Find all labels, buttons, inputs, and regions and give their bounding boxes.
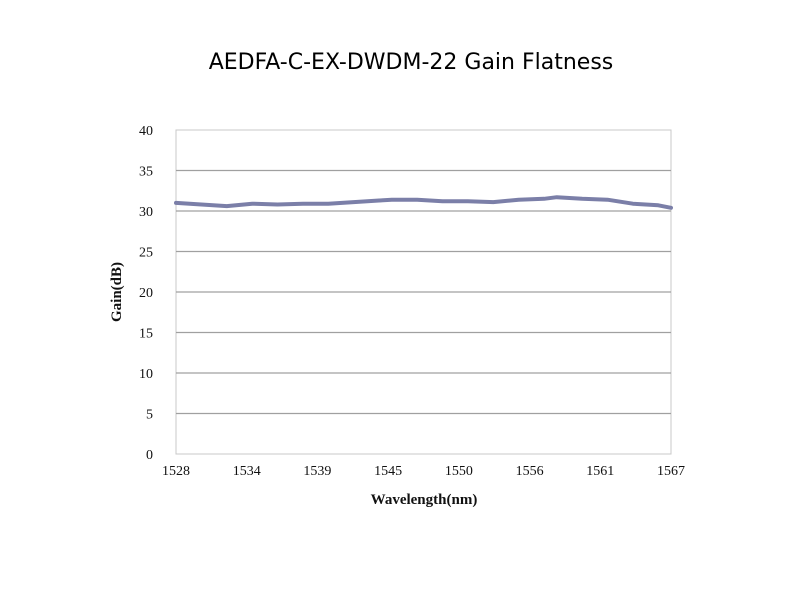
x-tick-label: 1556 (516, 464, 544, 479)
y-tick-label: 5 (146, 408, 153, 423)
y-tick-label: 0 (146, 448, 153, 463)
x-tick-label: 1550 (445, 464, 473, 479)
x-tick-label: 1545 (374, 464, 402, 479)
y-tick-label: 35 (139, 165, 153, 180)
x-tick-label: 1528 (162, 464, 190, 479)
y-tick-label: 10 (139, 367, 153, 382)
x-tick-label: 1567 (657, 464, 685, 479)
x-tick-label: 1534 (233, 464, 261, 479)
y-tick-label: 25 (139, 246, 153, 261)
y-axis-label: Gain(dB) (109, 262, 125, 322)
y-tick-label: 20 (139, 286, 153, 301)
y-tick-label: 30 (139, 205, 153, 220)
x-axis-label: Wavelength(nm) (371, 492, 478, 508)
x-tick-label: 1539 (303, 464, 331, 479)
y-tick-label: 40 (139, 124, 153, 139)
x-tick-label: 1561 (586, 464, 614, 479)
y-tick-label: 15 (139, 327, 153, 342)
